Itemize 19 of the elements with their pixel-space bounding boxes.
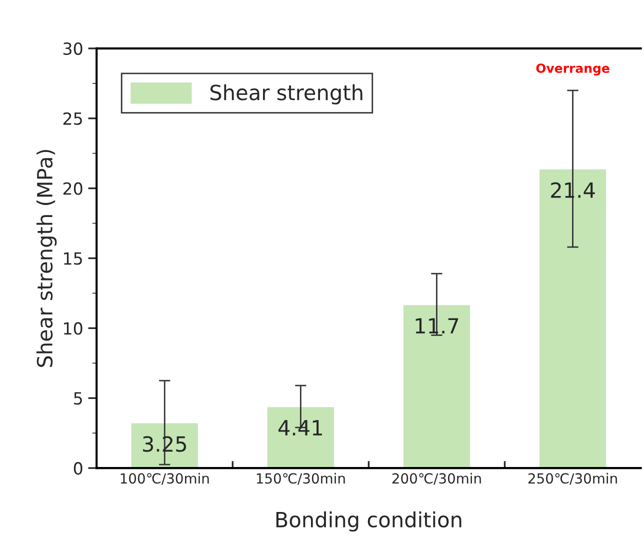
y-tick-label: 25 xyxy=(63,112,82,125)
x-tick-label: 250℃/30min xyxy=(528,472,617,485)
bar xyxy=(402,304,472,468)
bar xyxy=(266,406,336,468)
y-tick-label: 30 xyxy=(63,42,82,55)
y-axis-title: Shear strength (MPa) xyxy=(36,150,57,367)
x-axis-title: Bonding condition xyxy=(276,511,462,532)
y-tick-label: 5 xyxy=(74,392,82,405)
x-tick-label: 100℃/30min xyxy=(120,472,209,485)
y-tick-label: 20 xyxy=(63,182,82,195)
annotation: Overrange xyxy=(536,63,610,76)
legend-label: Shear strength xyxy=(210,84,362,104)
x-tick-label: 150℃/30min xyxy=(256,472,345,485)
y-tick-label: 15 xyxy=(64,252,82,265)
y-tick-label: 10 xyxy=(64,322,82,335)
bar xyxy=(538,168,608,468)
y-tick-label: 0 xyxy=(74,462,82,475)
x-tick-label: 200℃/30min xyxy=(392,472,481,485)
data-label: 4.41 xyxy=(278,420,322,436)
